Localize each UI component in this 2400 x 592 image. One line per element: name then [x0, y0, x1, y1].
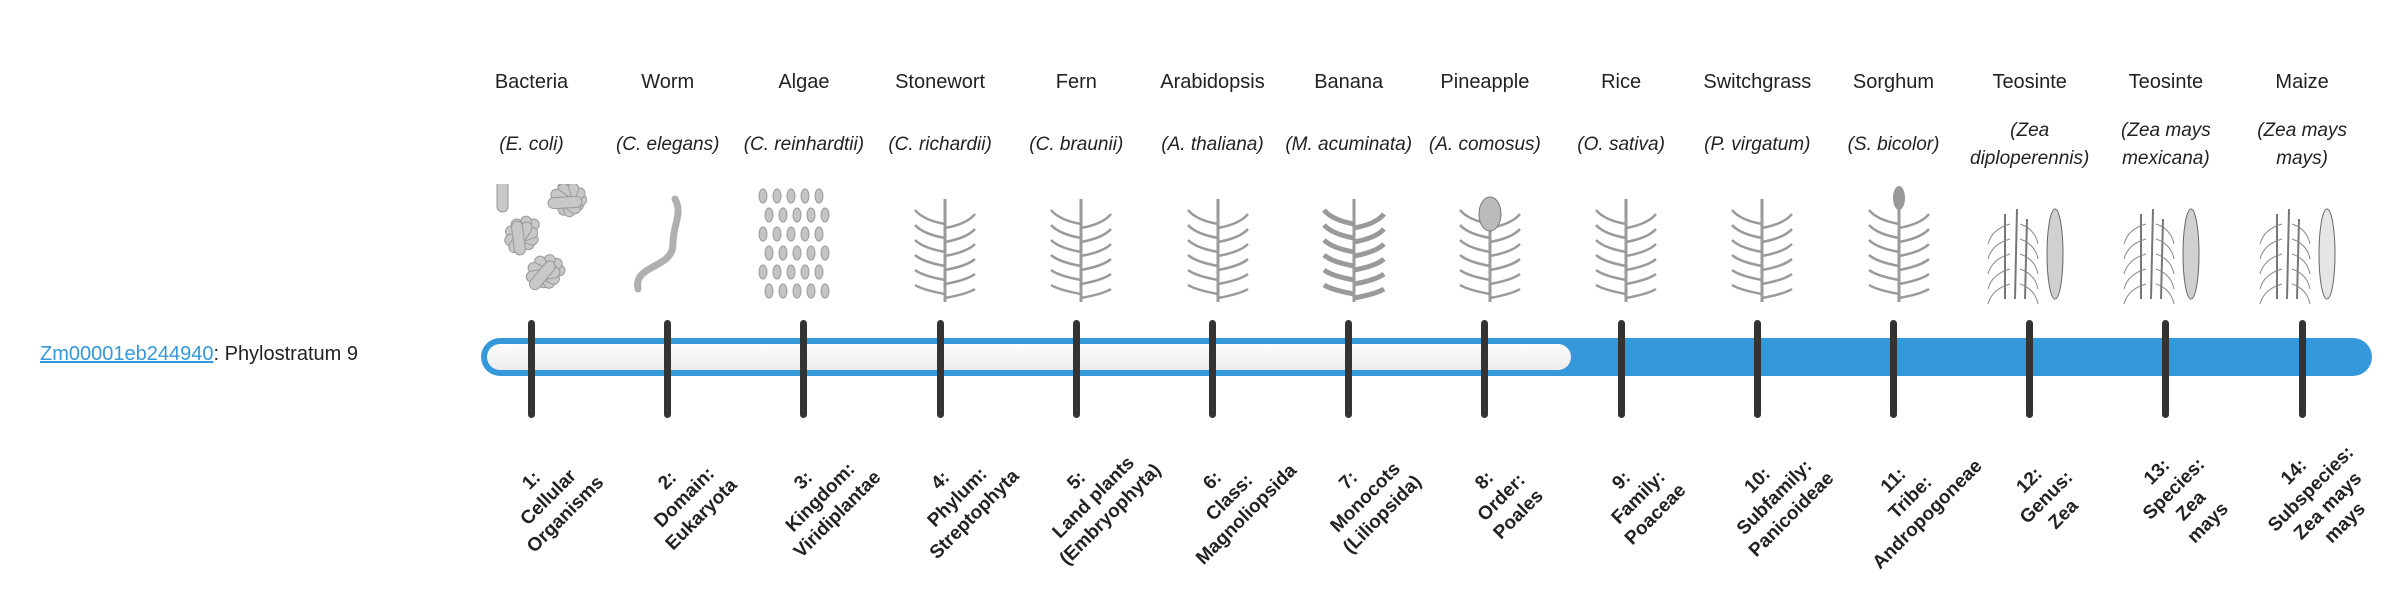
phylostratum-bar — [481, 338, 2372, 376]
organism-common-name: Banana — [1314, 71, 1384, 93]
stonewort-icon — [872, 184, 1009, 309]
phylostratum-text: : Phylostratum 9 — [213, 343, 358, 365]
organism-common-name: Stonewort — [895, 71, 986, 93]
algae-icon — [735, 184, 872, 309]
stratum-label: 8: Order: Poales — [1471, 467, 1549, 544]
organism-scientific-name: (C. reinhardtii) — [743, 134, 865, 155]
organism-common-name: Teosinte — [1992, 71, 2067, 93]
stratum-tick — [1617, 320, 1625, 418]
stratum-tick — [1890, 320, 1897, 418]
stratum-tick — [528, 320, 535, 418]
bacteria-icon — [463, 184, 600, 309]
organism-column: Pineapple (A. comosus) — [1416, 66, 1553, 309]
organism-common-name: Bacteria — [494, 71, 569, 93]
stratum-tick — [1753, 320, 1761, 418]
organism-common-name: Teosinte — [2128, 71, 2204, 93]
stratum-tick — [1072, 320, 1080, 418]
organism-scientific-name: (P. virgatum) — [1704, 134, 1811, 155]
gene-phylostratum-label: Zm00001eb244940: Phylostratum 9 — [40, 343, 358, 366]
organism-scientific-name: (A. thaliana) — [1161, 134, 1264, 155]
stratum-tick — [2026, 320, 2034, 418]
organism-scientific-name: (M. acuminata) — [1285, 134, 1413, 155]
organism-common-name: Switchgrass — [1703, 71, 1812, 93]
organism-column: Worm (C. elegans) — [599, 66, 736, 309]
organism-scientific-name: (Zea mays mays) — [2257, 120, 2347, 169]
organism-common-name: Pineapple — [1440, 71, 1530, 93]
organism-column: Fern (C. braunii) — [1008, 66, 1145, 309]
teosinte-icon — [1961, 184, 2098, 309]
worm-icon — [599, 184, 736, 309]
arabidopsis-icon — [1144, 184, 1281, 309]
maize-icon — [2234, 184, 2371, 309]
organism-column: Banana (M. acuminata) — [1280, 66, 1417, 309]
organism-column: Algae (C. reinhardtii) — [735, 66, 872, 309]
stratum-label: 2: Domain: Eukaryota — [650, 463, 742, 555]
organism-column: Maize (Zea mays mays) — [2234, 66, 2371, 309]
stratum-label: 6: Class: Magnoliopsida — [1192, 460, 1302, 570]
gene-id-link[interactable]: Zm00001eb244940 — [40, 343, 214, 365]
organism-scientific-name: (Zea diploperennis) — [1970, 120, 2090, 169]
stratum-tick — [800, 320, 808, 418]
stratum-tick — [936, 320, 944, 418]
organism-common-name: Algae — [778, 71, 830, 93]
organism-scientific-name: (E. coli) — [499, 134, 564, 155]
organism-column: Arabidopsis (A. thaliana) — [1144, 66, 1281, 309]
organism-scientific-name: (A. comosus) — [1428, 134, 1541, 155]
organism-common-name: Arabidopsis — [1160, 71, 1265, 93]
stratum-label: 12: Genus: Zea — [2012, 463, 2083, 534]
organism-column: Sorghum (S. bicolor) — [1825, 66, 1962, 309]
stratum-label: 13: Species: Zea mays — [2139, 454, 2234, 548]
stratum-label: 7: Monocots (Liliopsida) — [1326, 458, 1427, 558]
stratum-label: 11: Tribe: Andropogoneae — [1868, 455, 1987, 574]
rice-icon — [1553, 184, 1690, 309]
organism-scientific-name: (Zea mays mexicana) — [2121, 120, 2211, 169]
phylostratum-bar-empty — [487, 344, 1571, 370]
organism-column: Bacteria (E. coli) — [463, 66, 600, 309]
organism-scientific-name: (C. braunii) — [1029, 134, 1124, 155]
stratum-tick — [2298, 320, 2306, 418]
stratum-label: 9: Family: Poaceae — [1607, 466, 1690, 550]
organism-column: Teosinte (Zea mays mexicana) — [2097, 66, 2234, 309]
stratum-label: 1: Cellular Organisms — [516, 465, 609, 558]
stratum-label: 3: Kingdom: Viridiplantae — [782, 458, 886, 563]
organism-column: Rice (O. sativa) — [1553, 66, 1690, 309]
organism-scientific-name: (C. elegans) — [615, 134, 720, 155]
organism-column: Switchgrass (P. virgatum) — [1689, 66, 1826, 309]
banana-icon — [1280, 184, 1417, 309]
stratum-label: 5: Land plants (Embryophyta) — [1048, 452, 1166, 570]
organism-common-name: Rice — [1601, 71, 1642, 93]
organism-scientific-name: (O. sativa) — [1577, 134, 1665, 155]
organism-common-name: Worm — [641, 71, 695, 93]
stratum-label: 4: Phylum: Streptophyta — [923, 463, 1024, 564]
pineapple-icon — [1416, 184, 1553, 309]
organism-common-name: Maize — [2275, 71, 2329, 93]
stratum-tick — [1209, 320, 1216, 418]
organism-common-name: Sorghum — [1852, 71, 1935, 93]
organism-scientific-name: (C. richardii) — [888, 134, 992, 155]
organism-common-name: Fern — [1055, 71, 1097, 93]
switchgrass-icon — [1689, 184, 1826, 309]
stratum-label: 10: Subfamily: Panicoideae — [1732, 455, 1839, 562]
teosinte-icon — [2097, 184, 2234, 309]
organism-column: Teosinte (Zea diploperennis) — [1961, 66, 2098, 309]
organism-scientific-name: (S. bicolor) — [1847, 134, 1940, 155]
stratum-tick — [2162, 320, 2170, 418]
organism-column: Stonewort (C. richardii) — [872, 66, 1009, 309]
sorghum-icon — [1825, 184, 1962, 309]
stratum-tick — [1345, 320, 1353, 418]
stratum-tick — [1481, 320, 1489, 418]
stratum-label: 14: Subspecies: Zea mays mays — [2263, 442, 2370, 548]
fern-icon — [1008, 184, 1145, 309]
stratum-tick — [664, 320, 672, 418]
